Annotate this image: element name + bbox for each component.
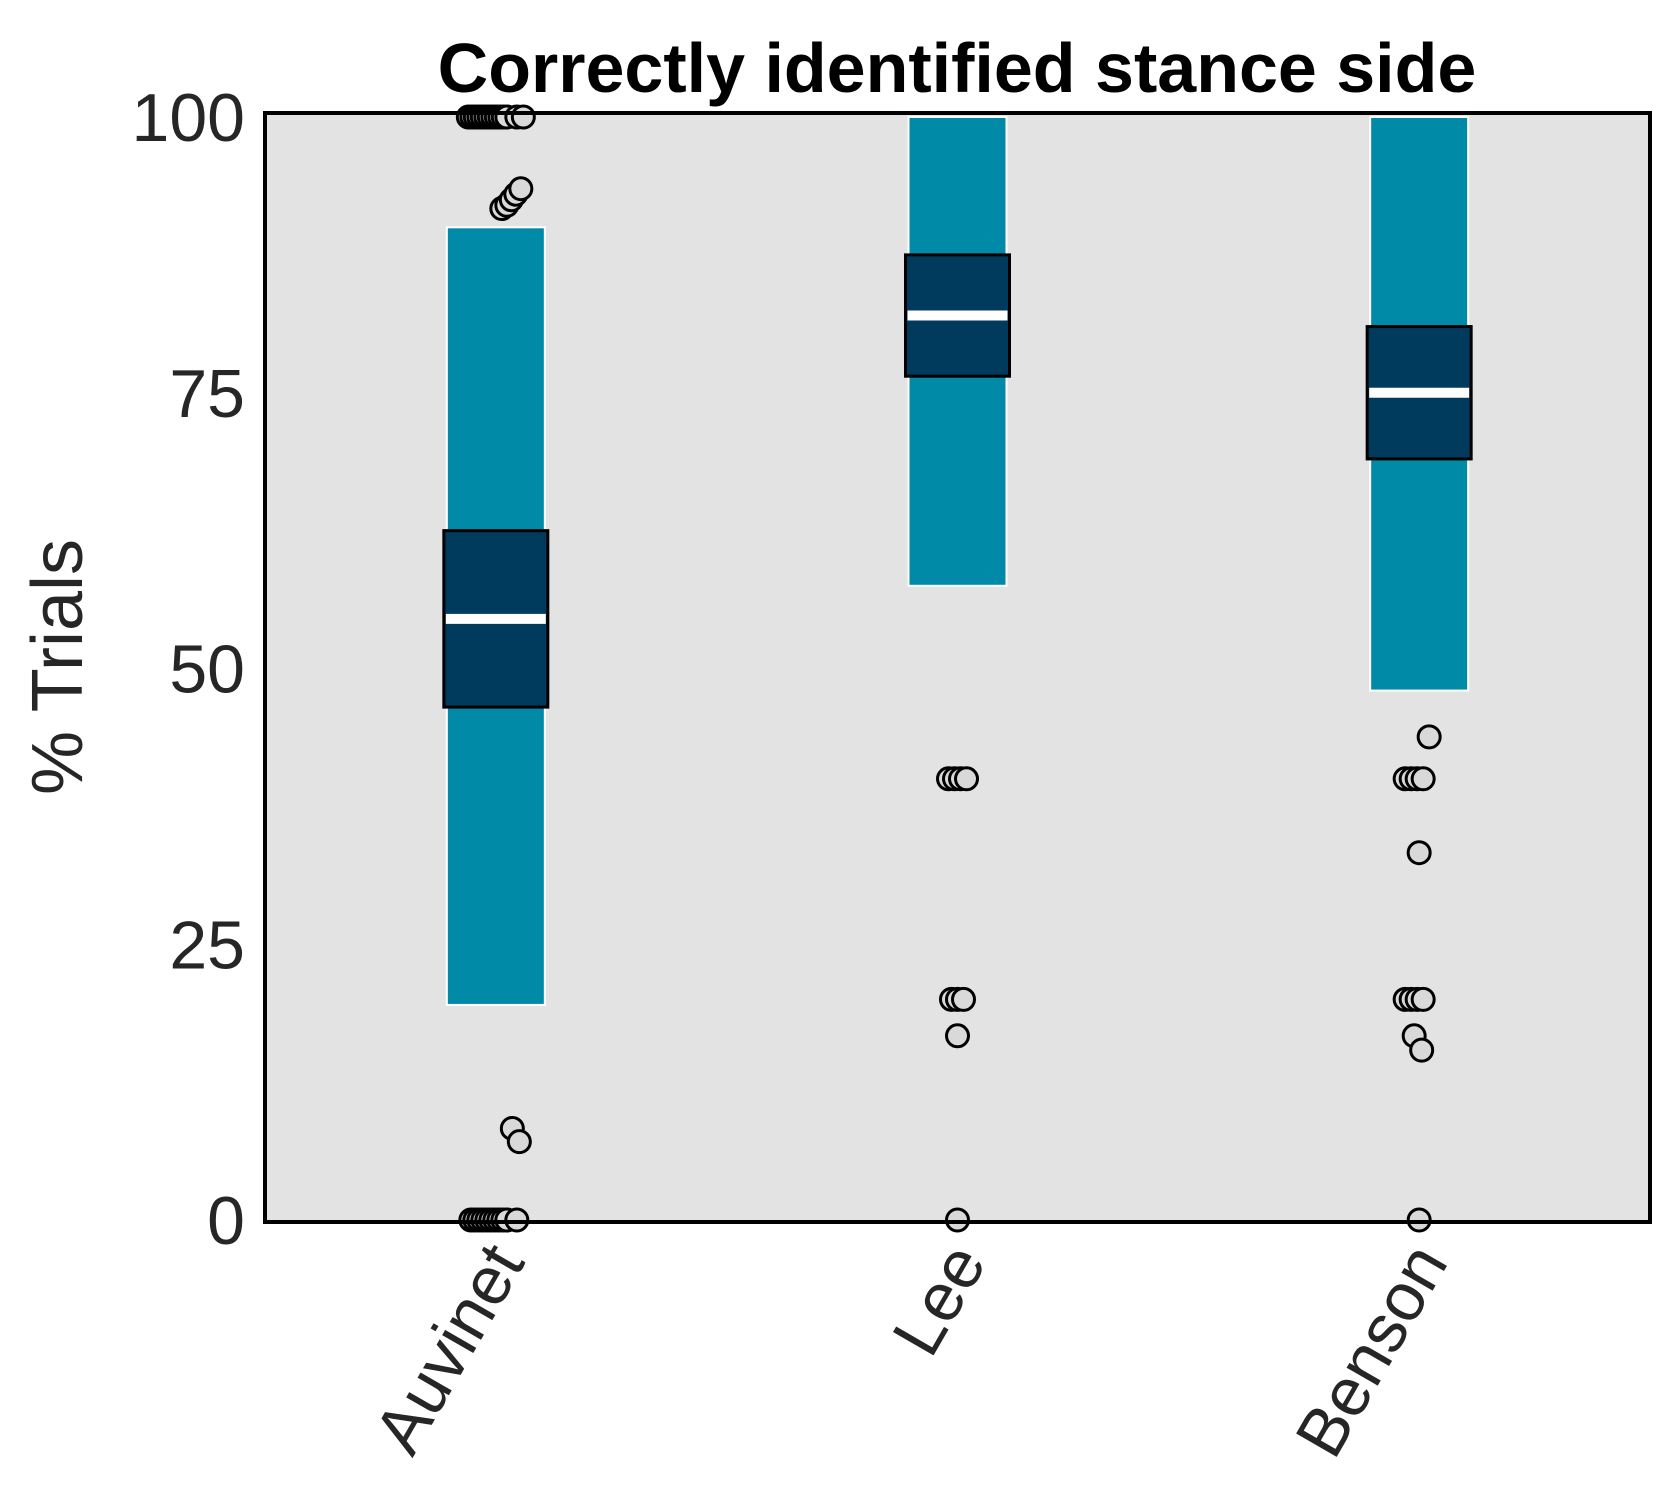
outlier-point <box>506 1129 532 1155</box>
y-ticks: 0 25 50 75 100 <box>132 80 245 1259</box>
y-tick-label: 0 <box>207 1183 245 1259</box>
outlier-point <box>1406 840 1432 866</box>
plot-frame <box>263 111 1652 1224</box>
boxes-layer <box>442 116 1473 1006</box>
y-tick-label: 100 <box>132 80 245 156</box>
x-tick-label-auvinet: Auvinet <box>360 1231 539 1466</box>
outlier-point <box>508 176 534 202</box>
outlier-point <box>951 986 976 1012</box>
outlier-point <box>510 104 536 130</box>
outlier-point <box>1410 766 1436 792</box>
chart-title: Correctly identified stance side <box>438 29 1477 107</box>
outlier-point <box>954 766 979 792</box>
y-tick-label: 50 <box>169 632 245 708</box>
x-ticks: Auvinet Lee Benson <box>360 1231 1463 1469</box>
outlier-point <box>945 1023 970 1049</box>
outlier-point <box>1409 1037 1435 1063</box>
y-tick-label: 75 <box>169 356 245 432</box>
outlier-point <box>1416 724 1442 750</box>
y-tick-label: 25 <box>169 907 245 983</box>
x-tick-label-lee: Lee <box>878 1232 1001 1368</box>
x-tick-label-benson: Benson <box>1281 1232 1462 1470</box>
outlier-point <box>1410 986 1436 1012</box>
y-axis-label: % Trials <box>18 539 98 795</box>
